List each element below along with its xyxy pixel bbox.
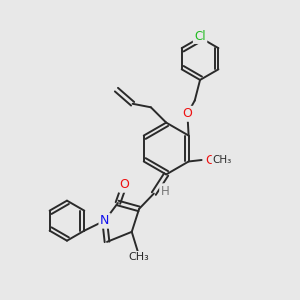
Text: H: H xyxy=(160,185,169,198)
Text: N: N xyxy=(100,214,109,227)
Text: CH₃: CH₃ xyxy=(213,155,232,165)
Text: O: O xyxy=(119,178,129,191)
Text: O: O xyxy=(182,107,192,120)
Text: CH₃: CH₃ xyxy=(129,252,149,262)
Text: Cl: Cl xyxy=(194,29,206,43)
Text: O: O xyxy=(205,154,215,166)
